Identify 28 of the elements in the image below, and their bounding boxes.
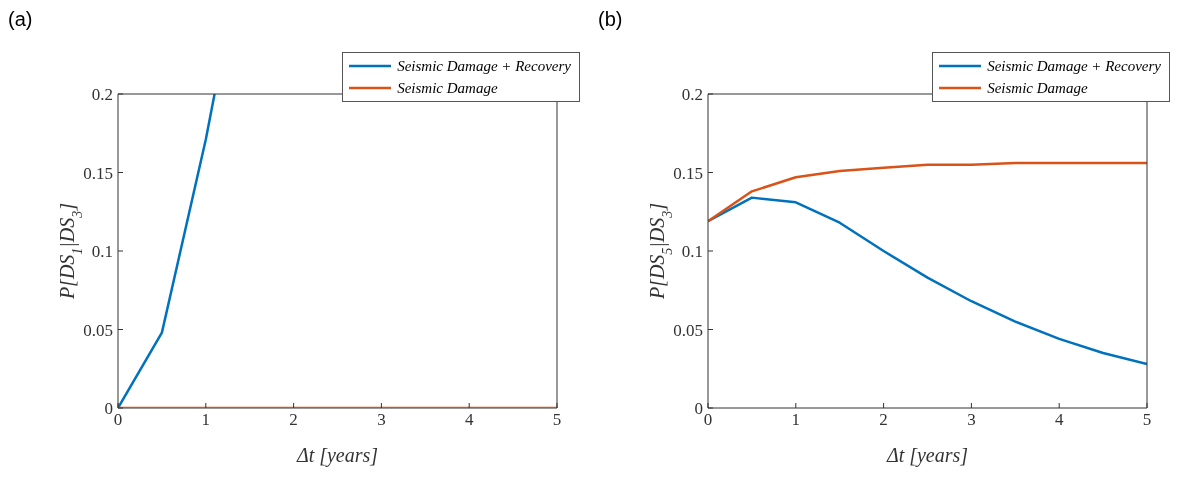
x-tick-label: 1	[201, 410, 211, 430]
x-axis-title: Δt [years]	[885, 444, 969, 467]
line-series	[708, 161, 1147, 223]
legend-label: Seismic Damage	[987, 79, 1088, 98]
y-tick-label: 0.1	[681, 242, 703, 262]
x-tick-label: 2	[289, 410, 298, 430]
chart-title: (b)	[598, 8, 624, 30]
legend-label: Seismic Damage	[397, 79, 498, 98]
x-axis-title: Δt [years]	[295, 444, 379, 467]
x-tick-label: 5	[552, 410, 562, 430]
y-tick-label: 0.05	[83, 320, 113, 340]
y-tick-label: 0.05	[673, 320, 703, 340]
y-tick-label: 0.2	[91, 85, 113, 105]
x-tick-label: 5	[1142, 410, 1152, 430]
x-tick-label: 4	[464, 410, 474, 430]
x-tick-label: 1	[791, 410, 801, 430]
x-tick-label: 3	[377, 410, 386, 430]
chart-title: (a)	[8, 8, 34, 30]
y-tick-label: 0.2	[681, 85, 703, 105]
y-tick-label: 0.1	[91, 242, 113, 262]
x-tick-label: 4	[1054, 410, 1064, 430]
y-tick-label: 0.15	[673, 163, 703, 183]
x-tick-label: 3	[967, 410, 976, 430]
legend-label: Seismic Damage + Recovery	[987, 57, 1161, 76]
legend-label: Seismic Damage + Recovery	[397, 57, 571, 76]
x-tick-label: 2	[879, 410, 888, 430]
y-tick-label: 0.15	[83, 163, 113, 183]
line-series	[708, 196, 1147, 366]
